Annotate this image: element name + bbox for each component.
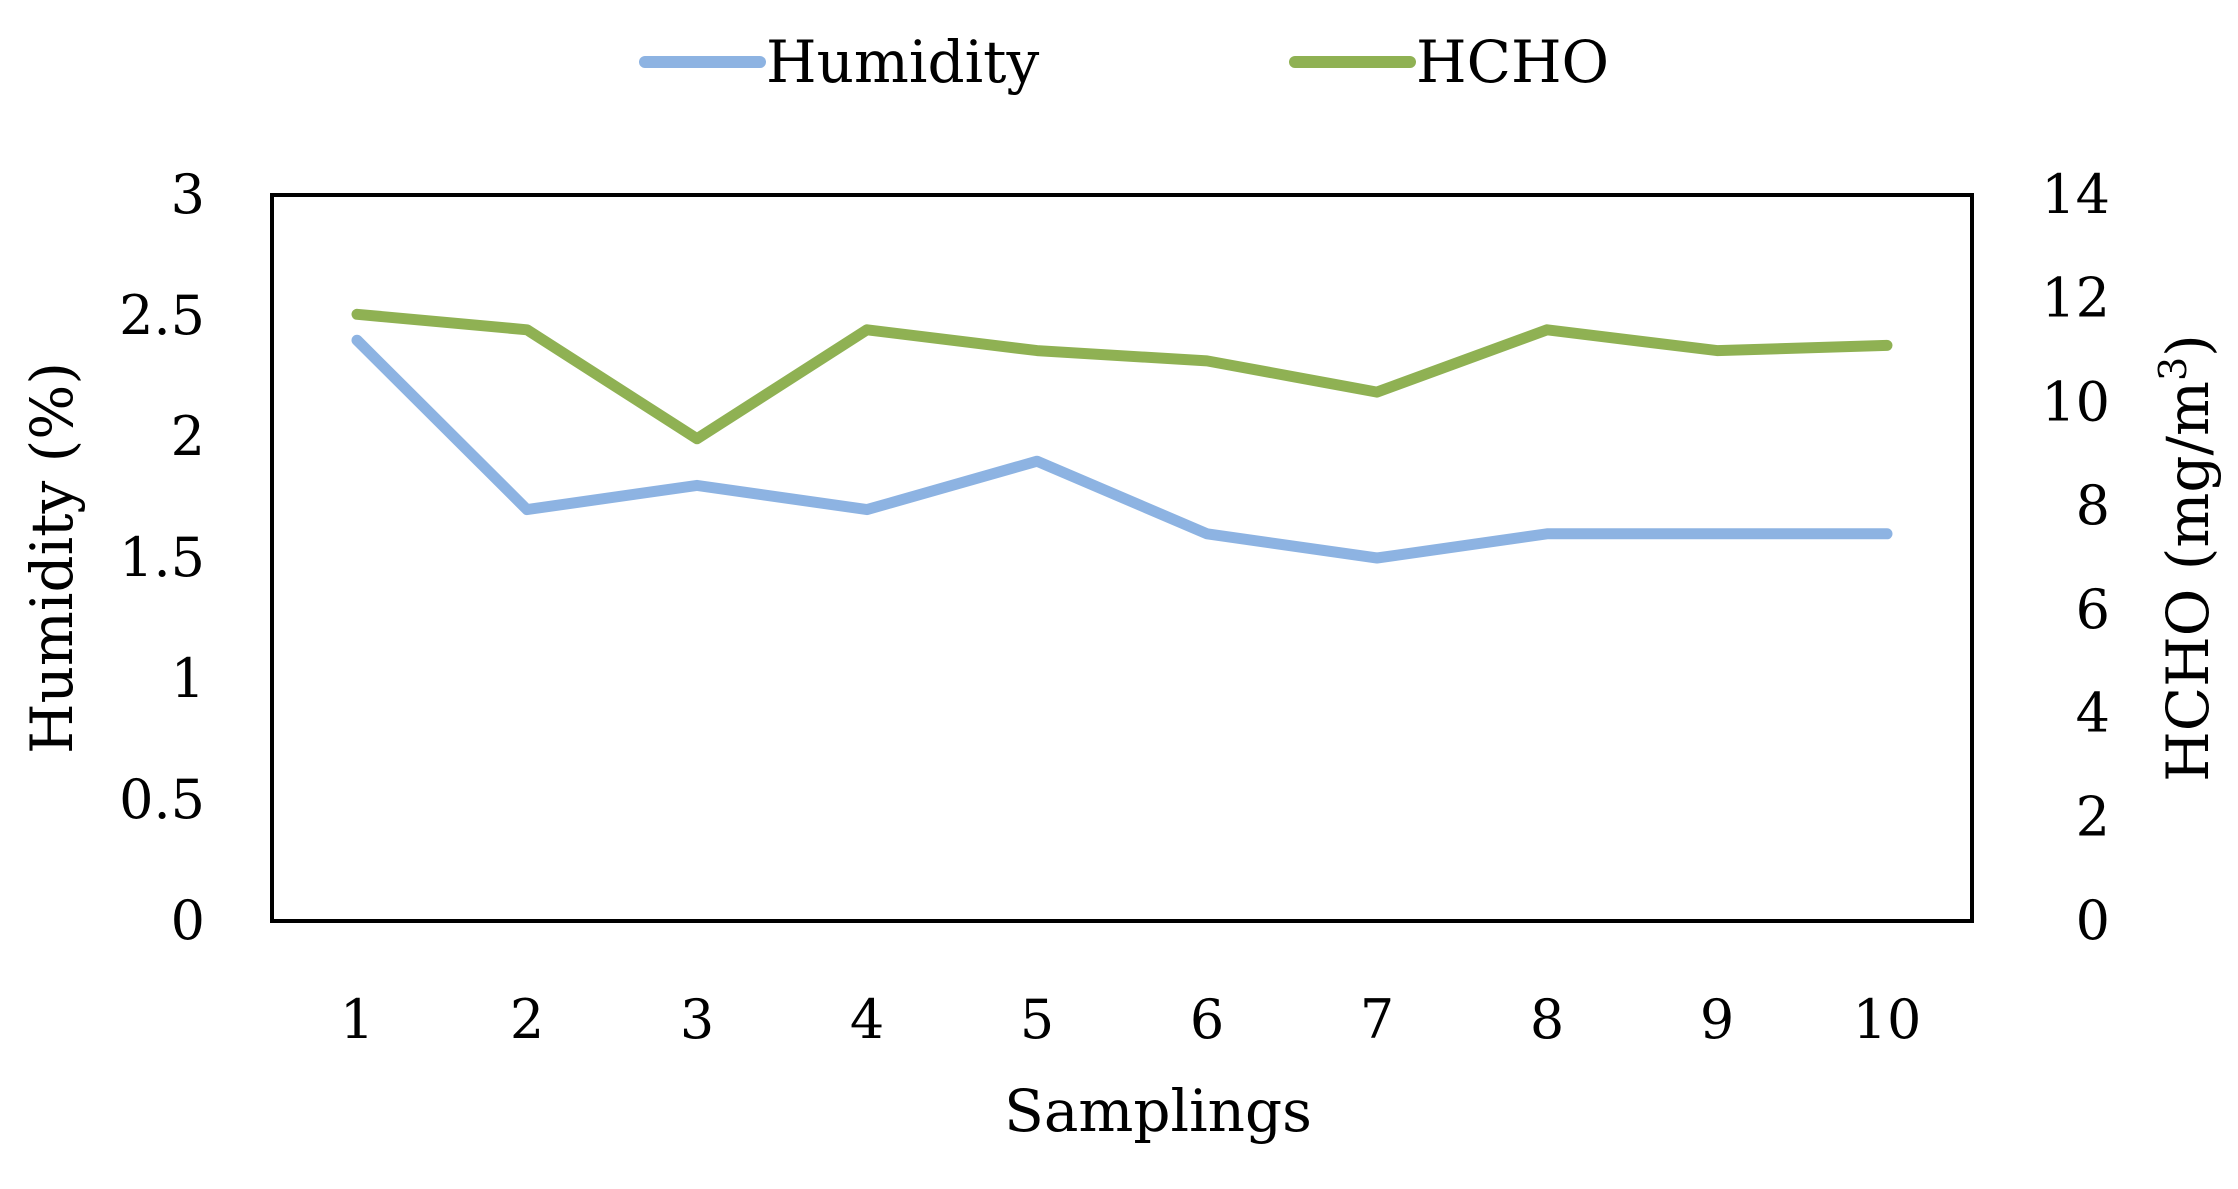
x-tick-label: 7 bbox=[1360, 988, 1394, 1051]
y-axis-right-title-end: ) bbox=[2154, 334, 2222, 357]
y-left-tick-label: 1 bbox=[171, 647, 205, 710]
y-axis-right-title-sup: 3 bbox=[2151, 357, 2195, 381]
x-tick-label: 2 bbox=[510, 988, 544, 1051]
y-left-tick-label: 1.5 bbox=[119, 526, 205, 589]
y-left-tick-label: 0.5 bbox=[119, 768, 205, 831]
x-tick-label: 9 bbox=[1700, 988, 1734, 1051]
legend-label-humidity: Humidity bbox=[766, 28, 1039, 96]
x-tick-label: 10 bbox=[1853, 988, 1922, 1051]
y-right-tick-label: 6 bbox=[2076, 578, 2110, 641]
x-tick-label: 6 bbox=[1190, 988, 1224, 1051]
x-axis-ticks: 1 2 3 4 5 6 7 8 9 10 bbox=[340, 988, 1922, 1051]
y-right-tick-label: 8 bbox=[2076, 474, 2110, 537]
y-axis-left-ticks: 0 0.5 1 1.5 2 2.5 3 bbox=[119, 163, 205, 952]
y-right-tick-label: 2 bbox=[2076, 785, 2110, 848]
x-tick-label: 4 bbox=[850, 988, 884, 1051]
series-line-hcho bbox=[351, 308, 1893, 445]
y-left-tick-label: 3 bbox=[171, 163, 205, 226]
series-group bbox=[351, 308, 1893, 564]
y-right-tick-label: 4 bbox=[2076, 682, 2110, 745]
x-tick-label: 8 bbox=[1530, 988, 1564, 1051]
series-line-humidity bbox=[351, 334, 1893, 564]
y-left-tick-label: 2.5 bbox=[119, 284, 205, 347]
plot-area bbox=[270, 193, 1974, 923]
y-right-tick-label: 0 bbox=[2076, 889, 2110, 952]
y-right-tick-label: 12 bbox=[2041, 267, 2110, 330]
legend: Humidity HCHO bbox=[639, 28, 1609, 96]
y-left-tick-label: 2 bbox=[171, 405, 205, 468]
y-right-tick-label: 14 bbox=[2041, 163, 2110, 226]
x-tick-label: 5 bbox=[1020, 988, 1054, 1051]
x-tick-label: 3 bbox=[680, 988, 714, 1051]
y-axis-right-title: HCHO (mg/m3) bbox=[2151, 334, 2222, 782]
y-left-tick-label: 0 bbox=[171, 889, 205, 952]
legend-label-hcho: HCHO bbox=[1416, 28, 1609, 96]
y-right-tick-label: 10 bbox=[2041, 370, 2110, 433]
x-axis-title: Samplings bbox=[1004, 1077, 1312, 1145]
y-axis-left-title: Humidity (%) bbox=[18, 362, 86, 754]
y-axis-right-ticks: 0 2 4 6 8 10 12 14 bbox=[2041, 163, 2110, 952]
x-tick-label: 1 bbox=[340, 988, 374, 1051]
y-axis-right-title-main: HCHO (mg/m bbox=[2154, 381, 2222, 782]
